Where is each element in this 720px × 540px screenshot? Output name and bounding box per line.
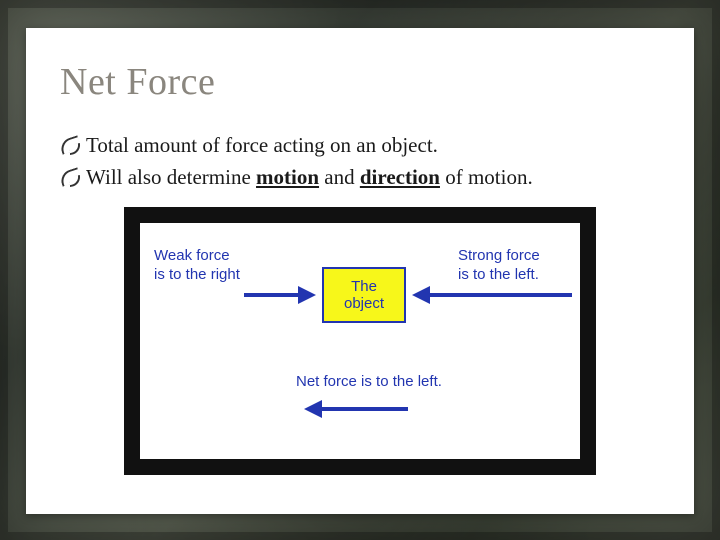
list-item: Total amount of force acting on an objec… [60,130,660,160]
net-force-diagram: Theobject Weak force is to the right Stron… [140,223,580,459]
list-item: Will also determine motion and direction… [60,162,660,192]
object-box: Theobject [322,267,406,323]
bullet-text: Will also determine [86,165,256,189]
bullet-text: Total amount of force acting on an objec… [86,133,438,157]
page-title: Net Force [60,60,660,104]
diagram-container: Theobject Weak force is to the right Stron… [124,207,596,475]
diagram-label-weak: Weak force is to the right [154,247,240,285]
bullet-emphasis: motion [256,165,319,189]
bullet-text: of motion. [440,165,533,189]
diagram-label-net: Net force is to the left. [296,373,442,392]
bullet-emphasis: direction [360,165,440,189]
diagram-label-strong: Strong force is to the left. [458,247,540,285]
bullet-text: and [319,165,360,189]
slide-page: Net Force Total amount of force acting o… [26,28,694,514]
bullet-list: Total amount of force acting on an objec… [60,130,660,193]
